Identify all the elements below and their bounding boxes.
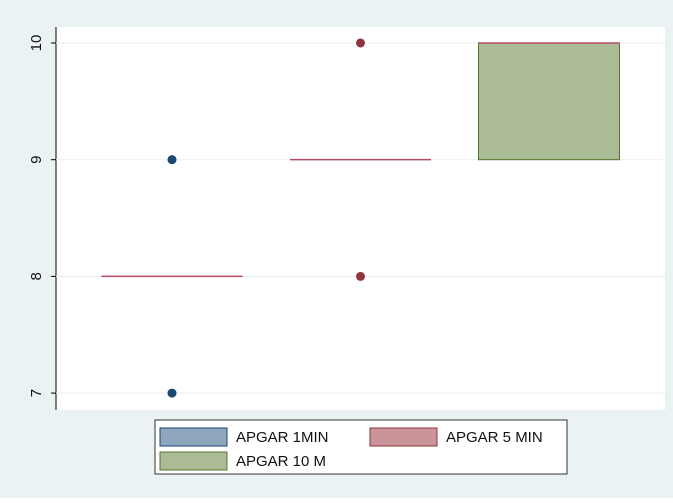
legend-label: APGAR 10 M: [236, 453, 326, 470]
outlier: [356, 271, 365, 281]
y-tick-label: 10: [28, 35, 45, 52]
y-tick-label: 8: [28, 272, 45, 280]
outlier: [167, 388, 177, 398]
y-tick-label: 7: [28, 389, 45, 397]
legend-swatch: [159, 427, 228, 447]
box: [478, 42, 620, 161]
legend-label: APGAR 1MIN: [236, 429, 329, 446]
legend-swatch: [369, 427, 438, 447]
legend-swatch: [159, 451, 228, 471]
legend-label: APGAR 5 MIN: [446, 429, 543, 446]
outlier: [356, 38, 365, 48]
y-tick-label: 9: [28, 156, 45, 164]
outlier: [167, 155, 177, 165]
